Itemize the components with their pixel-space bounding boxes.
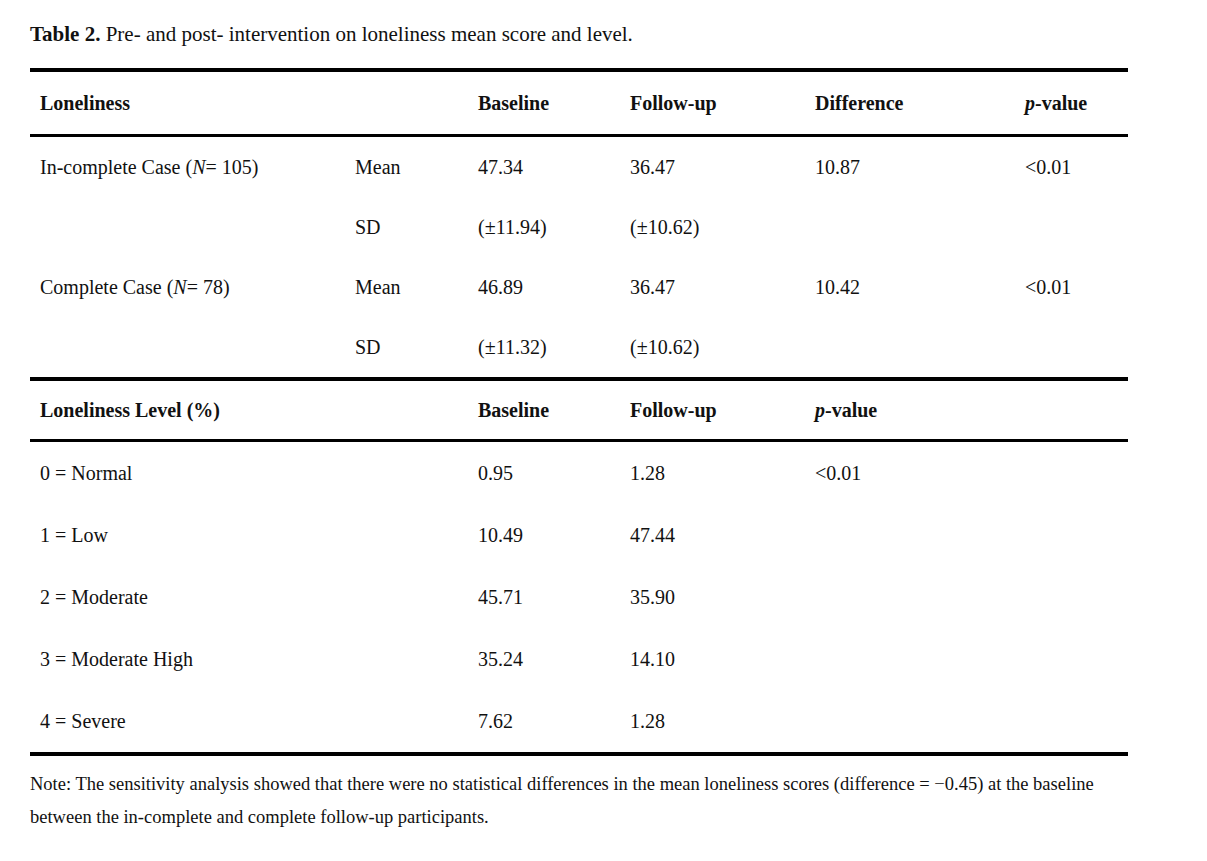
header-pvalue-rest: -value [825,399,877,422]
cell-difference [815,317,1025,377]
cell-level-label: 3 = Moderate High [30,628,478,690]
table-caption: Table 2. Pre- and post- intervention on … [30,20,1207,48]
cell-level-label: 4 = Severe [30,690,478,752]
cell-difference: 10.87 [815,137,1025,197]
cell-pvalue [1025,197,1128,257]
cell-level-label: 2 = Moderate [30,566,478,628]
cell-followup: 35.90 [630,566,815,628]
cell-difference: 10.42 [815,257,1025,317]
cell-pvalue [815,566,1025,628]
cell-case-label [30,317,355,377]
cell-followup: 1.28 [630,442,815,504]
cell-case-label: In-complete Case (N = 105) [30,137,355,197]
cell-pvalue [815,628,1025,690]
cell-baseline: 7.62 [478,690,630,752]
cell-level-label: 0 = Normal [30,442,478,504]
table-row-complete-sd: SD (±11.32) (±10.62) [30,317,1128,377]
cell-followup: 47.44 [630,504,815,566]
header-stat-spacer [355,72,478,134]
cell-pvalue: <0.01 [1025,257,1128,317]
header-loneliness-level: Loneliness Level (%) [30,381,478,439]
cell-pvalue [815,504,1025,566]
case-prefix: In-complete Case ( [40,156,192,179]
header-baseline: Baseline [478,72,630,134]
cell-stat: SD [355,317,478,377]
cell-baseline: 46.89 [478,257,630,317]
header-pvalue-rest: -value [1035,92,1087,115]
cell-spacer [1025,566,1128,628]
cell-followup: 1.28 [630,690,815,752]
table-row-level-low: 1 = Low 10.49 47.44 [30,504,1128,566]
cell-baseline: 10.49 [478,504,630,566]
case-n: N [173,276,186,299]
table-row-complete-mean: Complete Case (N = 78) Mean 46.89 36.47 … [30,257,1128,317]
cell-baseline: (±11.32) [478,317,630,377]
header-spacer [1025,381,1128,439]
cell-followup: 36.47 [630,137,815,197]
table-row-level-normal: 0 = Normal 0.95 1.28 <0.01 [30,442,1128,504]
table-note: Note: The sensitivity analysis showed th… [30,768,1120,834]
header-pvalue: p-value [815,381,1025,439]
table-row-incomplete-sd: SD (±11.94) (±10.62) [30,197,1128,257]
cell-pvalue: <0.01 [1025,137,1128,197]
cell-stat: Mean [355,137,478,197]
cell-followup: 36.47 [630,257,815,317]
header-followup: Follow-up [630,72,815,134]
cell-level-label: 1 = Low [30,504,478,566]
header-loneliness: Loneliness [30,72,355,134]
cell-spacer [1025,690,1128,752]
cell-pvalue: <0.01 [815,442,1025,504]
case-suffix: = 105) [206,156,259,179]
case-prefix: Complete Case ( [40,276,173,299]
cell-spacer [1025,504,1128,566]
cell-spacer [1025,628,1128,690]
table-row-incomplete-mean: In-complete Case (N = 105) Mean 47.34 36… [30,137,1128,197]
cell-followup: (±10.62) [630,197,815,257]
cell-followup: 14.10 [630,628,815,690]
cell-case-label [30,197,355,257]
table-row-level-severe: 4 = Severe 7.62 1.28 [30,690,1128,752]
cell-baseline: 45.71 [478,566,630,628]
cell-baseline: 47.34 [478,137,630,197]
cell-baseline: 0.95 [478,442,630,504]
cell-pvalue [1025,317,1128,377]
cell-baseline: (±11.94) [478,197,630,257]
table-rule-bottom [30,752,1128,756]
cell-stat: Mean [355,257,478,317]
cell-spacer [1025,442,1128,504]
cell-case-label: Complete Case (N = 78) [30,257,355,317]
header-baseline: Baseline [478,381,630,439]
cell-difference [815,197,1025,257]
table-caption-text: Pre- and post- intervention on lonelines… [100,22,632,46]
table-caption-label: Table 2. [30,22,100,46]
section1-header-row: Loneliness Baseline Follow-up Difference… [30,72,1128,134]
cell-pvalue [815,690,1025,752]
cell-followup: (±10.62) [630,317,815,377]
case-suffix: = 78) [187,276,230,299]
cell-baseline: 35.24 [478,628,630,690]
section2-header-row: Loneliness Level (%) Baseline Follow-up … [30,381,1128,439]
case-n: N [192,156,205,179]
header-pvalue: p-value [1025,72,1128,134]
page: Table 2. Pre- and post- intervention on … [0,0,1207,834]
header-pvalue-p: p [1025,92,1035,115]
table-row-level-moderate: 2 = Moderate 45.71 35.90 [30,566,1128,628]
header-pvalue-p: p [815,399,825,422]
header-followup: Follow-up [630,381,815,439]
loneliness-table: Loneliness Baseline Follow-up Difference… [30,68,1128,756]
table-row-level-moderate-high: 3 = Moderate High 35.24 14.10 [30,628,1128,690]
cell-stat: SD [355,197,478,257]
header-difference: Difference [815,72,1025,134]
